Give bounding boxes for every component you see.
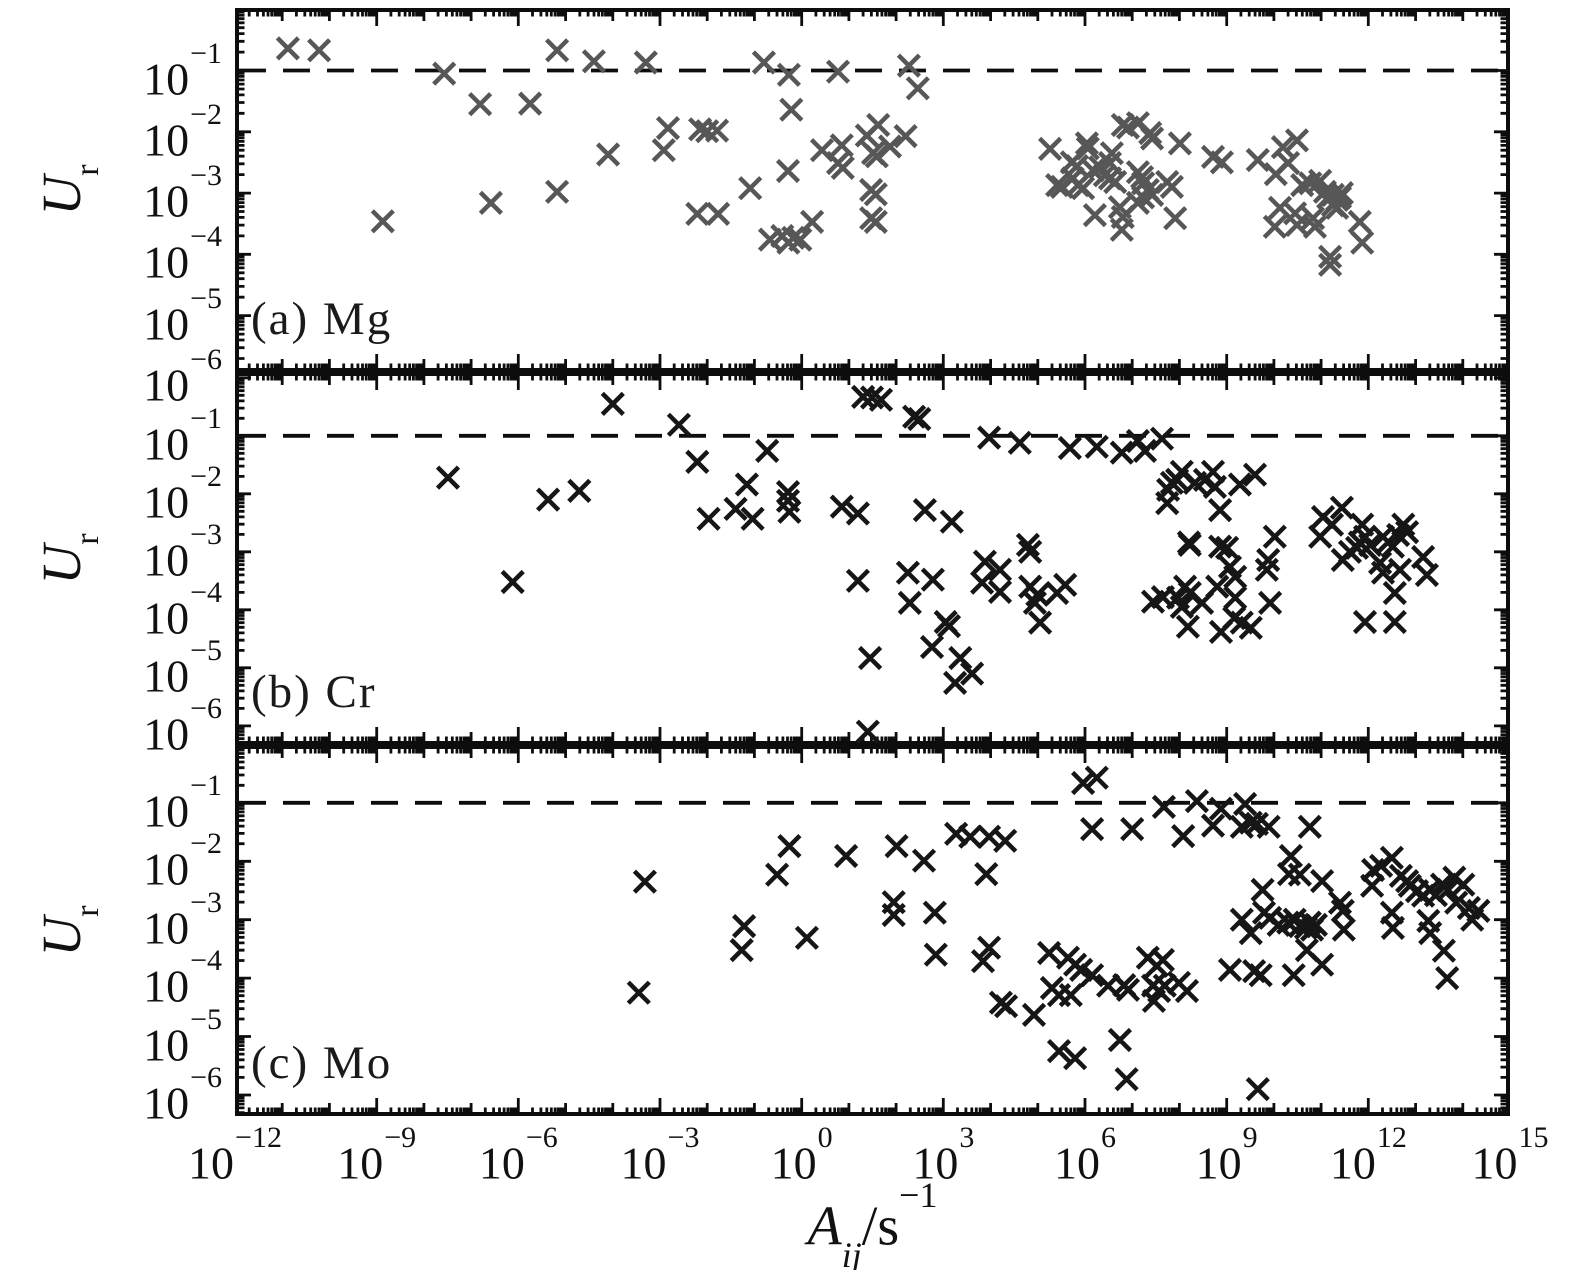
y-tick-label: 10−3 (143, 517, 222, 586)
x-axis-unit-exponent: −1 (899, 1175, 938, 1215)
y-tick-label: 10−4 (143, 220, 222, 288)
x-tick-label: 10−9 (337, 1121, 417, 1189)
scatter-points (626, 765, 1491, 1102)
y-tick-label: 10−2 (143, 459, 222, 528)
x-tick-label: 100 (770, 1121, 833, 1189)
y-tick-label: 10−2 (143, 827, 222, 895)
y-tick-label: 10−4 (143, 575, 222, 644)
y-tick-label: 10−3 (143, 885, 222, 954)
plot-frame (235, 372, 1510, 745)
panel-b: (b) Cr (235, 372, 1510, 745)
panel-label-b: (b) Cr (251, 666, 377, 718)
axis-ticks (235, 8, 1510, 370)
y-tick-label: 10−6 (143, 1060, 222, 1129)
y-tick-label: 10−5 (143, 633, 222, 702)
panel-label-a: (a) Mg (251, 293, 393, 345)
x-axis-label: Aij/s−1 (235, 1175, 1510, 1270)
y-tick-label: 10−1 (143, 768, 222, 837)
x-tick-label: 10−6 (478, 1121, 558, 1189)
x-axis-subscript: ij (841, 1234, 862, 1270)
x-tick-label: 103 (912, 1121, 975, 1189)
panel-a: (a) Mg (235, 8, 1510, 372)
x-tick-label: 1015 (1471, 1121, 1549, 1189)
y-tick-label: 10−4 (143, 944, 222, 1012)
y-tick-label: 10−1 (143, 36, 222, 104)
x-tick-label: 10−12 (188, 1121, 282, 1189)
panel-c-plot-area (235, 745, 1510, 1116)
x-tick-label: 106 (1054, 1121, 1116, 1189)
y-tick-label: 10−6 (143, 342, 222, 411)
x-tick-label: 10−3 (620, 1121, 700, 1189)
y-tick-label: 10−2 (143, 97, 222, 166)
panel-b-plot-area (235, 372, 1510, 745)
y-tick-label: 10−1 (143, 401, 222, 470)
y-tick-label: 10−5 (143, 281, 222, 349)
axis-ticks (235, 374, 1510, 745)
y-tick-label: 10−6 (143, 691, 222, 760)
x-axis-unit: /s (861, 1195, 900, 1258)
x-tick-label: 109 (1195, 1121, 1258, 1189)
y-tick-label: 10−5 (143, 1002, 222, 1070)
panel-a-plot-area (235, 8, 1510, 372)
panel-label-c: (c) Mo (251, 1037, 393, 1089)
axis-ticks (235, 745, 1510, 1114)
scatter-points (275, 36, 1375, 277)
y-tick-label: 10−3 (143, 159, 222, 227)
panel-c: (c) Mo (235, 745, 1510, 1116)
x-axis-variable: A (807, 1195, 842, 1258)
scatter-points (435, 384, 1439, 744)
x-tick-label: 1012 (1329, 1121, 1407, 1189)
